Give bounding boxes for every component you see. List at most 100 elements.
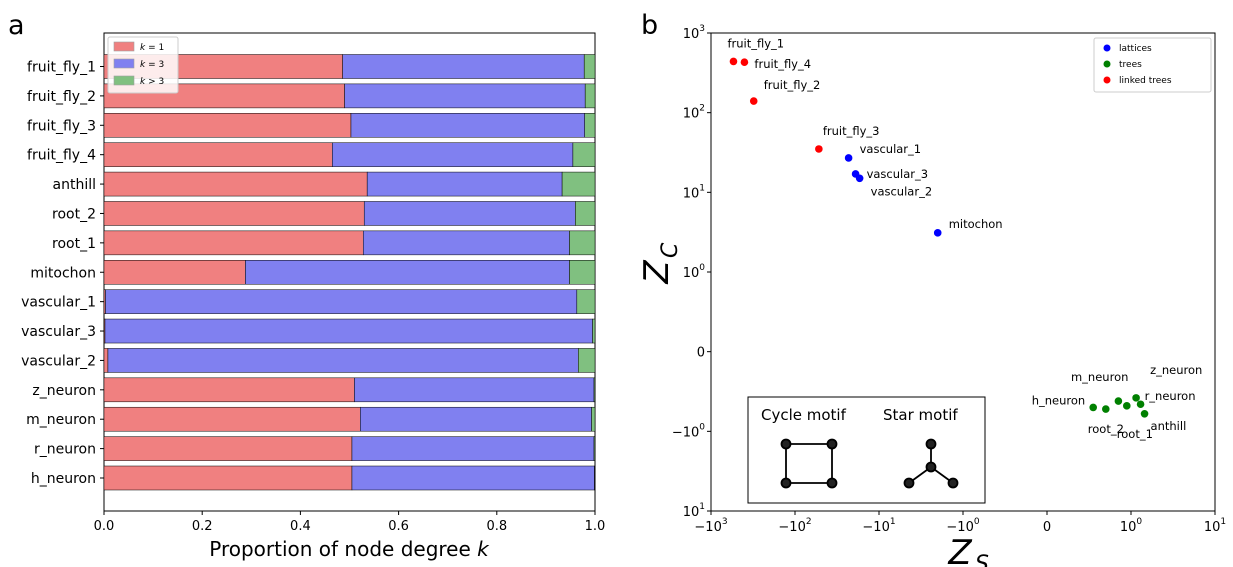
- scatter-point: [1136, 400, 1145, 409]
- scatter-point-label: mitochon: [949, 217, 1003, 231]
- y-tick-label: anthill: [53, 177, 96, 193]
- scatter-point: [1132, 394, 1140, 402]
- scatter-x-tick-label: −100: [946, 517, 979, 535]
- scatter-y-tick-label: 0: [697, 346, 705, 361]
- x-tick-label: 0.2: [192, 519, 213, 534]
- legend-marker-trees: [1103, 60, 1111, 68]
- star-leaf-node: [947, 477, 959, 489]
- y-tick-label: root_2: [52, 206, 96, 222]
- star-center-node: [925, 461, 937, 473]
- bar-segment: [107, 348, 579, 373]
- legend-label-k1: k = 1: [140, 43, 164, 53]
- y-tick-label: fruit_fly_4: [27, 148, 96, 164]
- legend-swatch-k1: [113, 41, 135, 52]
- bar-segment: [578, 348, 596, 373]
- legend-label-linked-trees: linked trees: [1119, 76, 1172, 86]
- scatter-y-tick-label: 103: [683, 24, 705, 42]
- y-tick-label: m_neuron: [26, 412, 96, 428]
- star-motif-graph: [903, 438, 959, 489]
- scatter-x-tick-label: −101: [862, 517, 895, 535]
- bar-segment: [351, 436, 595, 461]
- scatter-y-axis-label: Z C: [637, 242, 683, 285]
- x-tick-label: 0.6: [388, 519, 409, 534]
- legend-marker-linked-trees: [1103, 76, 1111, 84]
- scatter-point: [1102, 405, 1110, 413]
- scatter-point-label: vascular_1: [860, 142, 922, 156]
- star-leaf-node: [903, 477, 915, 489]
- bar-segment: [342, 54, 585, 79]
- y-tick-label: r_neuron: [34, 442, 96, 458]
- bar-segment: [354, 377, 595, 403]
- x-tick-label: 0.0: [94, 519, 115, 534]
- motif-inset: Cycle motif Star motif: [747, 396, 986, 504]
- star-motif-label: Star motif: [883, 406, 958, 424]
- x-tick-label: 0.4: [290, 519, 311, 534]
- legend-label-kgt3: k > 3: [140, 77, 164, 87]
- scatter-x-tick-label: 101: [1204, 517, 1226, 535]
- bar-segment: [561, 171, 596, 197]
- bar-segment: [103, 113, 352, 138]
- bar-segment: [583, 54, 596, 79]
- panel-a-letter: a: [8, 10, 25, 41]
- bar-segment: [105, 289, 578, 314]
- scatter-points: vascular_1 vascular_3 vascular_2 mitochon h_…: [727, 36, 1202, 440]
- scatter-point: [844, 154, 853, 162]
- scatter-y-tick-label: 102: [683, 104, 705, 122]
- scatter-y-tick-label: −100: [672, 422, 705, 440]
- scatter-x-tick-label: 0: [1043, 520, 1051, 535]
- scatter-point-label: z_neuron: [1150, 363, 1202, 377]
- svg-text:S: S: [975, 552, 989, 567]
- bar-segment: [351, 465, 595, 491]
- svg-text:Z: Z: [947, 533, 972, 567]
- scatter-y-tick-label: 101: [683, 502, 705, 520]
- scatter-point: [749, 97, 758, 105]
- y-tick-label: vascular_2: [21, 353, 96, 369]
- y-tick-label: vascular_3: [21, 324, 96, 340]
- cycle-node: [780, 438, 792, 450]
- svg-text:C: C: [658, 242, 683, 258]
- bar-segment: [362, 230, 570, 256]
- y-tick-label: vascular_1: [21, 295, 96, 311]
- scatter-x-tick-label: 100: [1120, 517, 1143, 535]
- bar-segment: [344, 83, 586, 109]
- svg-text:Z: Z: [637, 260, 677, 285]
- bar-segment: [103, 377, 355, 403]
- scatter-point: [933, 229, 942, 237]
- x-tick-label: 0.8: [486, 519, 507, 534]
- bar-group: [103, 54, 596, 491]
- bar-segment: [103, 436, 353, 461]
- scatter-point-label: vascular_2: [871, 184, 933, 198]
- scatter-point-label: fruit_fly_3: [823, 124, 880, 138]
- scatter-x-tick-label: −103: [694, 517, 727, 535]
- bar-segment: [103, 201, 365, 226]
- y-tick-label: fruit_fly_2: [27, 89, 96, 105]
- bar-segment: [360, 406, 592, 432]
- scatter-point-label: h_neuron: [1032, 393, 1086, 407]
- cycle-node: [826, 477, 838, 489]
- bar-segment: [366, 171, 563, 197]
- bar-segment: [103, 260, 246, 285]
- bar-segment: [103, 348, 109, 373]
- scatter-point: [729, 57, 738, 66]
- y-tick-label: mitochon: [30, 265, 96, 281]
- scatter-chart-panel: −103 −102 −101 −100 0 100 101 103 102 101 100 0 −100…: [637, 24, 1226, 567]
- scatter-point-label: r_neuron: [1145, 389, 1196, 403]
- cycle-node: [826, 438, 838, 450]
- scatter-point-label: fruit_fly_1: [727, 36, 784, 50]
- bar-segment: [103, 465, 353, 491]
- bar-segment: [593, 436, 596, 461]
- legend-swatch-k3: [113, 58, 135, 69]
- x-tick-label: 1.0: [585, 519, 606, 534]
- bar-segment: [591, 406, 596, 432]
- scatter-y-tick-label: 101: [683, 183, 705, 201]
- bar-segment: [332, 142, 574, 167]
- cycle-motif-label: Cycle motif: [761, 406, 847, 424]
- bar-segment: [584, 83, 596, 109]
- bar-x-axis-label: Proportion of node degree k: [209, 537, 490, 561]
- bar-segment: [103, 230, 364, 256]
- scatter-point-label: m_neuron: [1071, 370, 1128, 384]
- scatter-point-label: root_1: [1117, 427, 1153, 441]
- legend-swatch-kgt3: [113, 75, 135, 86]
- star-leaf-node: [925, 438, 937, 450]
